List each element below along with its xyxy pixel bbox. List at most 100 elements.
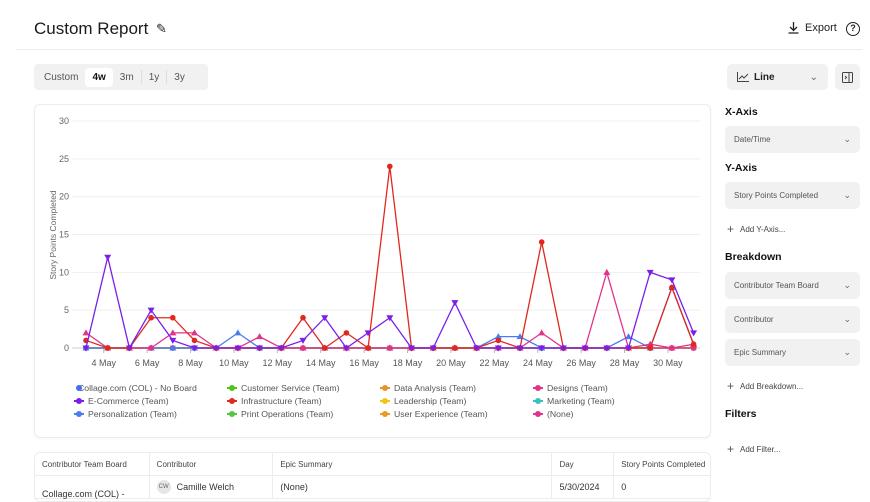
legend-swatch [533,411,543,417]
cell-day: 5/30/2024 [552,476,615,498]
add-y-axis-button[interactable]: + Add Y-Axis... [727,222,785,236]
data-point [451,300,459,307]
column-header[interactable]: Day [552,453,615,475]
add-breakdown-button[interactable]: + Add Breakdown... [727,379,803,393]
data-point [646,269,654,276]
cell-epic: (None) [273,476,553,498]
data-point [191,337,198,344]
data-point [473,345,481,352]
data-point [452,345,458,351]
data-point [321,315,329,322]
add-filter-button[interactable]: + Add Filter... [727,442,780,456]
data-point [212,345,220,352]
time-range-selector: Custom 4w 3m 1y 3y [34,64,208,90]
range-divider [166,70,168,84]
legend-label: E-Commerce (Team) [88,396,169,406]
y-axis-label: Story Points Completed [48,190,58,280]
range-3y[interactable]: 3y [174,71,185,83]
help-icon[interactable]: ? [846,22,860,36]
data-point [104,345,111,351]
range-custom[interactable]: Custom [44,71,79,83]
x-axis-value: Date/Time [734,135,771,144]
data-point [690,341,697,348]
x-tick-label: 22 May [480,358,510,368]
legend-swatch [380,411,390,417]
data-point [365,345,371,351]
breakdown-dropdown-team[interactable]: Contributor Team Board ⌄ [725,272,860,299]
data-point [343,330,350,336]
data-point [256,333,264,340]
column-header[interactable]: Contributor [150,453,274,475]
table-row[interactable]: Collage.com (COL) - CW Camille Welch (Non… [35,476,710,499]
legend-label: Leadership (Team) [394,396,467,406]
data-point [647,345,653,351]
export-button[interactable]: Export [788,22,837,34]
chevron-down-icon: ⌄ [843,314,851,324]
data-point [386,344,394,351]
column-header[interactable]: Contributor Team Board [35,453,150,475]
legend-swatch [380,398,390,404]
legend-item[interactable]: Data Analysis (Team) [380,383,497,393]
plus-icon: + [727,222,735,236]
legend-item[interactable]: Customer Service (Team) [227,383,344,393]
breakdown-dropdown-contributor[interactable]: Contributor ⌄ [725,306,860,333]
page-title: Custom Report [34,19,149,38]
y-tick-label: 20 [59,192,69,202]
chart-type-dropdown[interactable]: Line ⌄ [727,64,828,90]
data-point [559,345,567,352]
legend-item[interactable]: Collage.com (COL) - No Board [74,383,197,393]
data-point [277,345,285,352]
legend-item[interactable]: E-Commerce (Team) [74,396,191,406]
data-point [299,337,307,344]
data-point [603,345,611,352]
download-icon [788,22,799,34]
legend-swatch [74,411,84,417]
y-axis-dropdown[interactable]: Story Points Completed ⌄ [725,182,860,209]
legend-label: Data Analysis (Team) [394,383,477,393]
x-axis-dropdown[interactable]: Date/Time ⌄ [725,126,860,153]
data-point [408,345,415,352]
data-point [147,344,155,351]
data-point [625,345,632,352]
y-tick-label: 15 [59,230,69,240]
range-1y[interactable]: 1y [148,71,160,83]
legend-item[interactable]: (None) [533,409,653,419]
breakdown-heading: Breakdown [725,251,782,263]
legend-item[interactable]: Designs (Team) [533,383,653,393]
add-filter-label: Add Filter... [740,444,781,454]
chevron-down-icon: ⌄ [809,71,818,83]
legend-label: User Experience (Team) [394,409,488,419]
range-3m[interactable]: 3m [119,71,134,83]
data-point [386,315,394,322]
data-point [82,345,90,352]
legend-item[interactable]: User Experience (Team) [380,409,497,419]
legend-label: (None) [547,409,574,419]
legend-item[interactable]: Personalization (Team) [74,409,191,419]
column-header[interactable]: Story Points Completed [621,459,706,469]
plus-icon: + [727,379,735,393]
breakdown-dropdown-epic[interactable]: Epic Summary ⌄ [725,339,860,366]
legend-item[interactable]: Leadership (Team) [380,396,497,406]
x-axis-heading: X-Axis [725,106,758,118]
legend-label: Designs (Team) [547,383,608,393]
legend-item[interactable]: Infrastructure (Team) [227,396,344,406]
y-axis-value: Story Points Completed [734,191,819,200]
legend-swatch [227,385,237,391]
legend-item[interactable]: Print Operations (Team) [227,409,344,419]
edit-title-icon[interactable]: ✎ [156,21,167,36]
avatar: CW [156,480,171,494]
chart-card [34,104,711,438]
cell-points: 0 [621,482,627,492]
column-header[interactable]: Epic Summary [273,453,553,475]
x-tick-label: 12 May [263,358,293,368]
cell-contributor: Camille Welch [176,482,235,492]
data-point [169,329,177,336]
x-tick-label: 8 May [178,358,203,368]
toggle-panel-button[interactable] [835,64,860,90]
range-4w[interactable]: 4w [85,67,113,87]
legend-swatch [380,385,390,391]
chevron-down-icon: ⌄ [843,190,851,200]
data-point [125,345,133,352]
legend-item[interactable]: Marketing (Team) [533,396,653,406]
x-tick-label: 20 May [436,358,466,368]
